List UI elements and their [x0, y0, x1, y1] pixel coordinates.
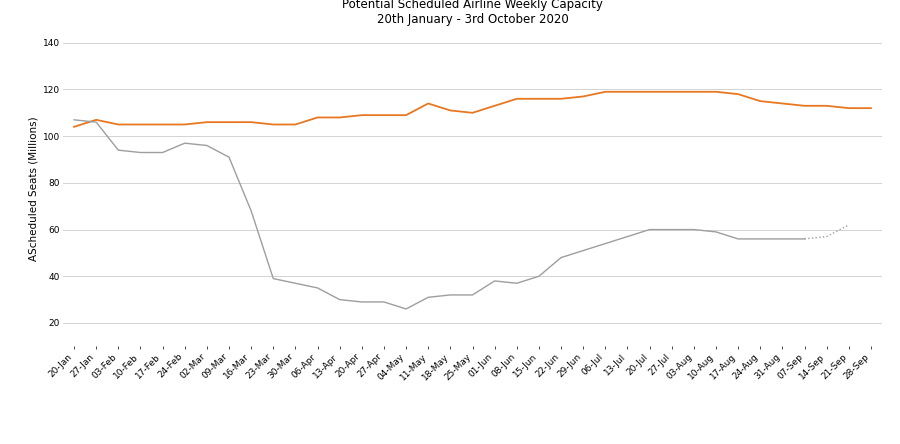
Adjusted Opacity By Week [733, 236, 743, 242]
Title: Potential Scheduled Airline Weekly Capacity
20th January - 3rd October 2020: Potential Scheduled Airline Weekly Capac… [342, 0, 603, 26]
2019 Weekly Capacity [223, 119, 234, 125]
Adjusted Opacity By Week [578, 248, 589, 253]
2019 Weekly Capacity [866, 106, 877, 111]
2019 Weekly Capacity [467, 110, 478, 115]
2019 Weekly Capacity [268, 122, 279, 127]
Adjusted Opacity By Week [202, 143, 212, 148]
Adjusted Opacity By Week [246, 208, 256, 214]
Adjusted Opacity By Week [68, 117, 79, 123]
Adjusted Opacity By Week [467, 292, 478, 297]
2019 Weekly Capacity [644, 89, 655, 95]
Adjusted Opacity By Week [268, 276, 279, 281]
2019 Weekly Capacity [312, 115, 323, 120]
Adjusted Opacity By Week [379, 299, 390, 305]
2019 Weekly Capacity [755, 99, 766, 104]
2019 Weekly Capacity [423, 101, 434, 106]
Y-axis label: AScheduled Seats (Millions): AScheduled Seats (Millions) [29, 116, 39, 261]
Adjusted Opacity By Week [334, 297, 345, 302]
Adjusted Opacity By Week [445, 292, 455, 297]
2019 Weekly Capacity [688, 89, 699, 95]
2019 Weekly Capacity [379, 112, 390, 118]
Line: Adjusted Opacity By Week: Adjusted Opacity By Week [74, 120, 805, 309]
Adjusted Opacity By Week [91, 119, 102, 125]
Adjusted Opacity By Week [223, 155, 234, 160]
2019 Weekly Capacity [777, 101, 788, 106]
Adjusted Opacity By Week [423, 295, 434, 300]
2019 Weekly Capacity [555, 96, 566, 102]
2019 Weekly Capacity [600, 89, 611, 95]
2019 Weekly Capacity [822, 103, 832, 108]
2019 Weekly Capacity [135, 122, 146, 127]
Adjusted Opacity By Week [622, 234, 633, 239]
2019 Weekly Capacity [202, 119, 212, 125]
2019 Weekly Capacity [622, 89, 633, 95]
2019 Weekly Capacity [799, 103, 810, 108]
2019 Weekly Capacity [356, 112, 367, 118]
Adjusted Opacity By Week [777, 236, 788, 242]
2019 Weekly Capacity [711, 89, 722, 95]
Adjusted Opacity By Week [356, 299, 367, 305]
Adjusted Opacity By Week [755, 236, 766, 242]
2019 Weekly Capacity [179, 122, 190, 127]
2019 Weekly Capacity [666, 89, 677, 95]
2019 Weekly Capacity [68, 124, 79, 130]
Adjusted Opacity By Week [290, 281, 301, 286]
2019 Weekly Capacity [334, 115, 345, 120]
Adjusted Opacity By Week [158, 150, 168, 155]
Adjusted Opacity By Week [534, 274, 544, 279]
2019 Weekly Capacity [400, 112, 411, 118]
2019 Weekly Capacity [445, 108, 455, 113]
Adjusted Opacity By Week [666, 227, 677, 232]
Adjusted Opacity By Week [511, 281, 522, 286]
Adjusted Opacity By Week [400, 306, 411, 312]
Adjusted Opacity By Week [112, 147, 123, 153]
2019 Weekly Capacity [290, 122, 301, 127]
Adjusted Opacity By Week [179, 140, 190, 146]
2019 Weekly Capacity [534, 96, 544, 102]
Adjusted Opacity By Week [688, 227, 699, 232]
Adjusted Opacity By Week [600, 241, 611, 246]
Adjusted Opacity By Week [799, 236, 810, 242]
Adjusted Opacity By Week [135, 150, 146, 155]
2019 Weekly Capacity [112, 122, 123, 127]
Line: 2019 Weekly Capacity: 2019 Weekly Capacity [74, 92, 871, 127]
Adjusted Opacity By Week [312, 285, 323, 291]
2019 Weekly Capacity [511, 96, 522, 102]
2019 Weekly Capacity [246, 119, 256, 125]
2019 Weekly Capacity [843, 106, 854, 111]
Adjusted Opacity By Week [490, 278, 500, 284]
2019 Weekly Capacity [91, 117, 102, 123]
Adjusted Opacity By Week [711, 229, 722, 234]
2019 Weekly Capacity [158, 122, 168, 127]
2019 Weekly Capacity [490, 103, 500, 108]
2019 Weekly Capacity [578, 94, 589, 99]
2019 Weekly Capacity [733, 91, 743, 97]
Adjusted Opacity By Week [644, 227, 655, 232]
Adjusted Opacity By Week [555, 255, 566, 260]
